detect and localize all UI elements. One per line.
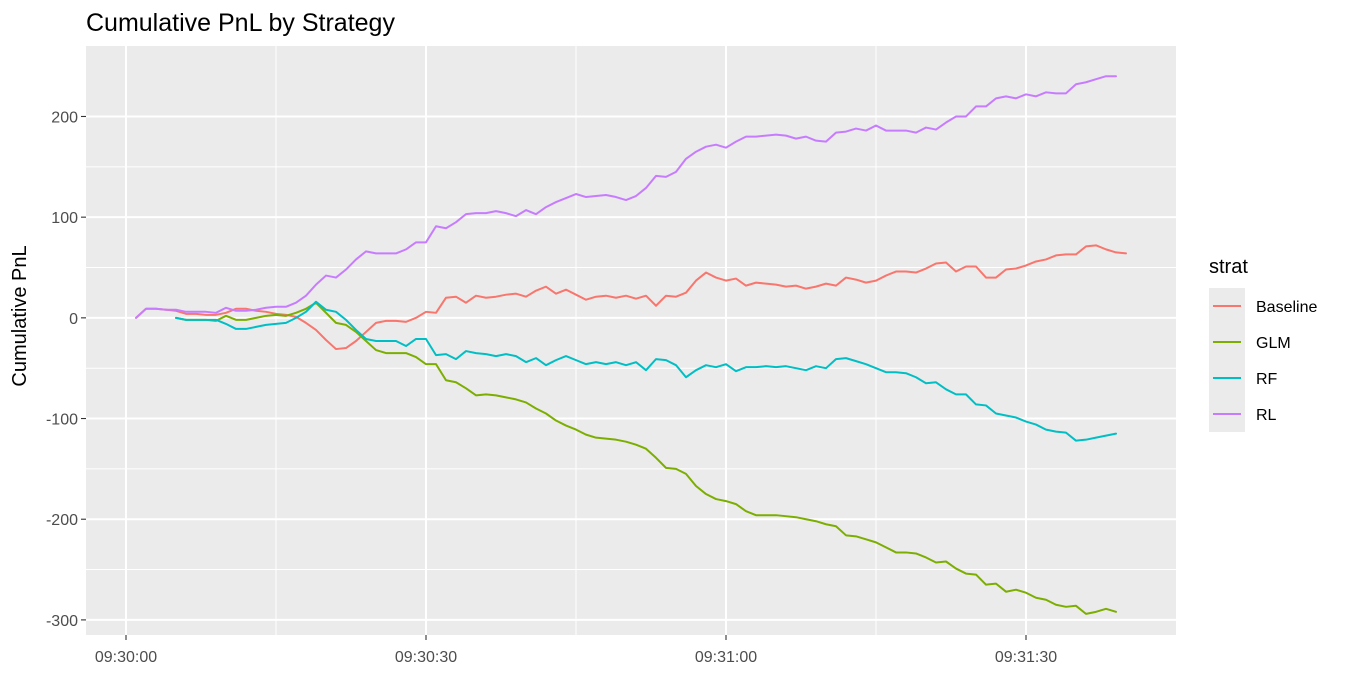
major-gridlines — [86, 46, 1176, 635]
y-axis: 200 100 0 -100 -200 -300 — [46, 109, 86, 630]
series-line-glm — [175, 301, 1117, 615]
series-line-rl — [135, 75, 1117, 319]
legend: strat Baseline GLM RF RL — [1209, 256, 1317, 432]
x-tick-label: 09:30:00 — [95, 649, 157, 666]
legend-label: GLM — [1256, 335, 1291, 352]
plot-panel — [86, 46, 1176, 635]
y-tick-label: -200 — [46, 512, 78, 529]
x-tick-label: 09:31:00 — [695, 649, 757, 666]
y-tick-label: -300 — [46, 613, 78, 630]
x-tick-label: 09:30:30 — [395, 649, 457, 666]
legend-item-glm: GLM — [1209, 324, 1291, 360]
series-line-baseline — [135, 244, 1127, 351]
legend-label: Baseline — [1256, 299, 1317, 316]
minor-gridlines — [86, 46, 1176, 635]
legend-label: RF — [1256, 371, 1278, 388]
y-axis-label: Cumulative PnL — [9, 245, 31, 386]
chart-title: Cumulative PnL by Strategy — [86, 9, 395, 37]
legend-title: strat — [1209, 256, 1248, 278]
x-axis: 09:30:00 09:30:30 09:31:00 09:31:30 — [95, 635, 1057, 666]
y-tick-label: -100 — [46, 412, 78, 429]
legend-item-rl: RL — [1209, 396, 1277, 432]
series-lines — [135, 75, 1127, 615]
series-line-rf — [175, 300, 1117, 442]
legend-item-rf: RF — [1209, 360, 1278, 396]
legend-label: RL — [1256, 407, 1277, 424]
y-tick-label: 200 — [51, 109, 78, 126]
x-tick-label: 09:31:30 — [995, 649, 1057, 666]
y-tick-label: 100 — [51, 210, 78, 227]
y-tick-label: 0 — [69, 311, 78, 328]
legend-item-baseline: Baseline — [1209, 288, 1317, 324]
